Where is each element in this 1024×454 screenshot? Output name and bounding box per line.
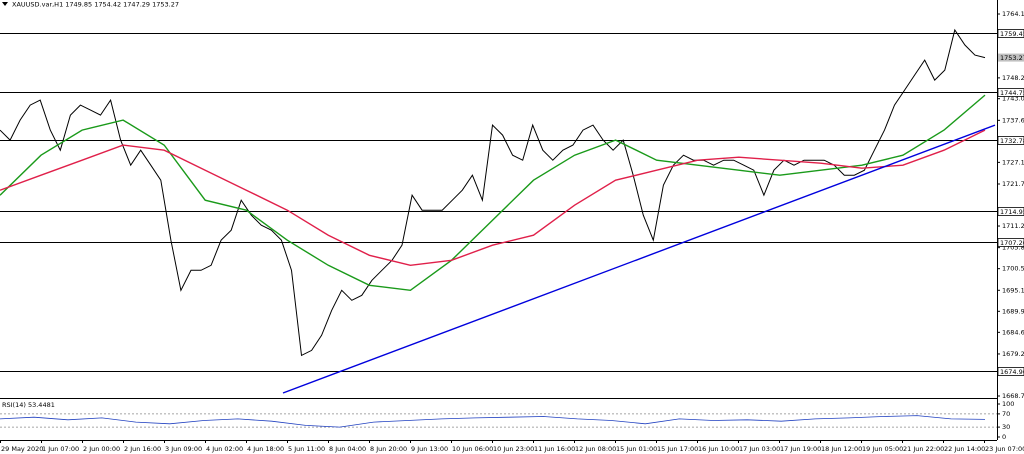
x-tick-label: 1 Jun 07:00 — [42, 445, 79, 453]
level-label: 1707.20 — [1000, 239, 1024, 247]
level-label: 1714.95 — [1000, 208, 1024, 216]
x-tick-label: 15 Jun 01:00 — [616, 445, 657, 453]
price-line — [0, 28, 986, 357]
level-label-box — [997, 238, 1024, 247]
level-label-box — [997, 136, 1024, 145]
y-tick-label: 1748.20 — [1002, 74, 1024, 82]
x-tick-label: 10 Jun 23:00 — [493, 445, 534, 453]
rsi-tick-label: 70 — [1002, 410, 1010, 418]
y-tick-label: 1689.90 — [1002, 307, 1024, 315]
x-tick-label: 18 Jun 12:00 — [821, 445, 862, 453]
x-tick-label: 22 Jun 14:00 — [944, 445, 985, 453]
trendline — [282, 124, 996, 394]
y-tick-label: 1721.70 — [1002, 180, 1024, 188]
y-tick-label: 1684.65 — [1002, 328, 1024, 336]
rsi-line — [0, 415, 986, 428]
current-price-box — [998, 53, 1024, 62]
x-tick-label: 8 Jun 04:00 — [329, 445, 366, 453]
x-tick-label: 11 Jun 16:00 — [534, 445, 575, 453]
level-label-box — [997, 88, 1024, 97]
x-tick-label: 2 Jun 16:00 — [124, 445, 161, 453]
x-tick-label: 4 Jun 02:00 — [206, 445, 243, 453]
x-tick-label: 12 Jun 08:00 — [575, 445, 616, 453]
x-tick-label: 15 Jun 17:00 — [657, 445, 698, 453]
y-tick-label: 1743.00 — [1002, 95, 1024, 103]
x-tick-label: 10 Jun 06:00 — [452, 445, 493, 453]
x-tick-label: 3 Jun 09:00 — [165, 445, 202, 453]
rsi-tick-label: 100 — [1002, 400, 1014, 408]
x-tick-label: 17 Jun 19:00 — [780, 445, 821, 453]
x-tick-label: 8 Jun 20:00 — [370, 445, 407, 453]
level-label-box — [997, 207, 1024, 216]
rsi-tick-label: 0 — [1002, 433, 1006, 441]
ma-slow — [0, 129, 986, 267]
y-tick-label: 1764.15 — [1002, 10, 1024, 18]
current-price-label: 1753.27 — [1000, 54, 1024, 62]
x-tick-label: 9 Jun 13:00 — [411, 445, 448, 453]
y-tick-label: 1668.75 — [1002, 392, 1024, 400]
y-tick-label: 1705.80 — [1002, 244, 1024, 252]
x-tick-label: 16 Jun 10:00 — [698, 445, 739, 453]
level-label-box — [997, 367, 1024, 376]
x-tick-label: 17 Jun 03:00 — [739, 445, 780, 453]
y-tick-label: 1727.10 — [1002, 158, 1024, 166]
level-label-box — [997, 29, 1024, 38]
menu-arrow — [2, 2, 8, 6]
y-tick-label: 1695.15 — [1002, 286, 1024, 294]
x-tick-label: 4 Jun 18:00 — [247, 445, 284, 453]
level-label: 1744.75 — [1000, 89, 1024, 97]
rsi-tick-label: 30 — [1002, 423, 1010, 431]
chart-title: XAUUSD.var,H1 1749.85 1754.42 1747.29 17… — [12, 1, 179, 9]
level-label: 1674.96 — [1000, 368, 1024, 376]
x-tick-label: 19 Jun 05:00 — [862, 445, 903, 453]
x-tick-label: 5 Jun 11:00 — [288, 445, 325, 453]
x-tick-label: 23 Jun 07:00 — [985, 445, 1024, 453]
y-tick-label: 1679.25 — [1002, 350, 1024, 358]
x-tick-label: 21 Jun 22:00 — [903, 445, 944, 453]
rsi-title: RSI(14) 53.4481 — [2, 401, 55, 409]
level-label: 1732.78 — [1000, 137, 1024, 145]
x-tick-label: 29 May 2020 — [1, 445, 43, 453]
y-tick-label: 1737.60 — [1002, 116, 1024, 124]
level-label: 1759.45 — [1000, 30, 1024, 38]
y-tick-label: 1700.55 — [1002, 265, 1024, 273]
ma-fast — [0, 94, 986, 292]
x-tick-label: 2 Jun 00:00 — [83, 445, 120, 453]
y-tick-label: 1711.20 — [1002, 222, 1024, 230]
